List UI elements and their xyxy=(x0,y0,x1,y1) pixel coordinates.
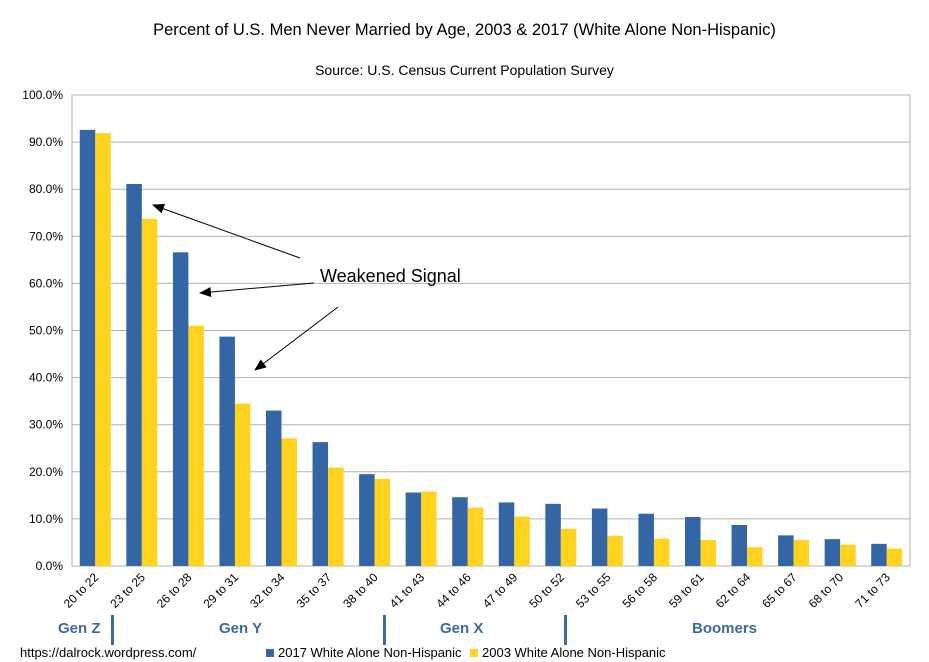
legend-label-2003: 2003 White Alone Non-Hispanic xyxy=(482,645,666,660)
bar-2003 xyxy=(840,544,856,566)
bar-2017 xyxy=(79,129,96,566)
bar-2017 xyxy=(172,252,189,566)
bar-2003 xyxy=(281,438,297,566)
bar-2017 xyxy=(685,517,701,566)
bar-2003 xyxy=(653,538,670,566)
legend-swatch-2003 xyxy=(470,648,478,657)
legend-item-2017: 2017 White Alone Non-Hispanic xyxy=(266,645,462,660)
x-tick-label: 26 to 28 xyxy=(154,570,195,611)
x-tick-label: 71 to 73 xyxy=(852,570,893,611)
bar-2003 xyxy=(886,548,903,566)
bar-2003 xyxy=(700,540,716,566)
bar-2017 xyxy=(778,535,794,566)
y-tick-label: 80.0% xyxy=(29,182,63,196)
y-tick-label: 10.0% xyxy=(29,512,63,526)
bar-2017 xyxy=(219,336,235,566)
bar-2003 xyxy=(747,547,763,566)
generation-label: Gen X xyxy=(440,620,484,637)
bar-2017 xyxy=(871,543,887,566)
bar-2003 xyxy=(514,516,530,566)
annotation-arrow xyxy=(152,204,301,259)
annotation-text: Weakened Signal xyxy=(320,266,461,286)
bar-2003 xyxy=(793,540,810,566)
bar-2017 xyxy=(824,539,841,566)
y-tick-label: 40.0% xyxy=(29,371,63,385)
x-tick-labels: 20 to 22 23 to 25 26 to 28 29 to 31 32 to 34… xyxy=(61,570,893,611)
bar-2003 xyxy=(141,218,158,567)
bar-2003 xyxy=(560,528,577,566)
y-tick-label: 90.0% xyxy=(29,135,63,149)
grid xyxy=(71,94,911,567)
bar-2003 xyxy=(328,467,344,566)
bar-2003 xyxy=(467,507,484,566)
generation-label: Gen Y xyxy=(219,620,263,637)
annotation-arrows xyxy=(152,204,339,371)
y-tick-label: 100.0% xyxy=(22,88,63,102)
x-tick-label: 53 to 55 xyxy=(573,570,614,611)
generation-separator xyxy=(111,615,114,645)
bar-2017 xyxy=(452,497,468,566)
bar-2003 xyxy=(607,535,623,566)
bar-2003 xyxy=(234,403,251,566)
generation-label: Gen Z xyxy=(58,620,101,637)
bar-2017 xyxy=(498,502,515,566)
legend-swatch-2017 xyxy=(266,648,274,657)
y-tick-label: 70.0% xyxy=(29,229,63,243)
bars xyxy=(79,129,903,567)
bar-2017 xyxy=(312,442,329,566)
bar-2017 xyxy=(266,410,282,566)
x-tick-label: 44 to 46 xyxy=(433,570,474,611)
bar-2003 xyxy=(421,491,437,566)
source-url: https://dalrock.wordpress.com/ xyxy=(20,645,197,660)
x-tick-label: 62 to 64 xyxy=(713,570,754,611)
x-tick-label: 65 to 67 xyxy=(759,570,800,611)
bar-2017 xyxy=(545,503,561,566)
bar-2017 xyxy=(405,492,422,566)
chart-subtitle: Source: U.S. Census Current Population S… xyxy=(315,62,614,78)
x-tick-label: 56 to 58 xyxy=(619,570,660,611)
annotation-arrow xyxy=(199,282,315,298)
bar-2017 xyxy=(126,184,142,567)
legend-label-2017: 2017 White Alone Non-Hispanic xyxy=(278,645,462,660)
generation-separator xyxy=(383,615,386,645)
chart-title: Percent of U.S. Men Never Married by Age… xyxy=(153,21,776,39)
x-tick-label: 47 to 49 xyxy=(480,570,521,611)
annotation-arrow xyxy=(254,306,339,371)
y-tick-label: 50.0% xyxy=(29,324,63,338)
bar-2017 xyxy=(731,525,748,566)
generation-label: Boomers xyxy=(692,620,758,637)
x-tick-label: 41 to 43 xyxy=(387,570,428,611)
x-tick-label: 50 to 52 xyxy=(526,570,567,611)
legend-item-2003: 2003 White Alone Non-Hispanic xyxy=(470,645,666,660)
bar-2017 xyxy=(359,474,375,566)
x-tick-label: 59 to 61 xyxy=(666,570,707,611)
y-tick-label: 0.0% xyxy=(36,559,64,573)
y-tick-labels: 0.0% 10.0% 20.0% 30.0% 40.0% 50.0% 60.0% 70.0% 8… xyxy=(22,88,63,573)
bar-2017 xyxy=(591,508,608,566)
generation-separator xyxy=(564,615,567,645)
x-tick-label: 68 to 70 xyxy=(806,570,847,611)
x-tick-label: 32 to 34 xyxy=(247,570,288,611)
bar-2003 xyxy=(95,133,111,566)
x-tick-label: 35 to 37 xyxy=(294,570,335,611)
bar-2003 xyxy=(374,478,391,566)
y-tick-label: 20.0% xyxy=(29,465,63,479)
x-tick-label: 29 to 31 xyxy=(200,570,241,611)
y-tick-label: 30.0% xyxy=(29,418,63,432)
bar-2017 xyxy=(638,513,654,566)
x-tick-label: 23 to 25 xyxy=(107,570,148,611)
x-tick-label: 20 to 22 xyxy=(61,570,102,611)
y-tick-label: 60.0% xyxy=(29,276,63,290)
x-tick-label: 38 to 40 xyxy=(340,570,381,611)
bar-2003 xyxy=(188,325,204,566)
